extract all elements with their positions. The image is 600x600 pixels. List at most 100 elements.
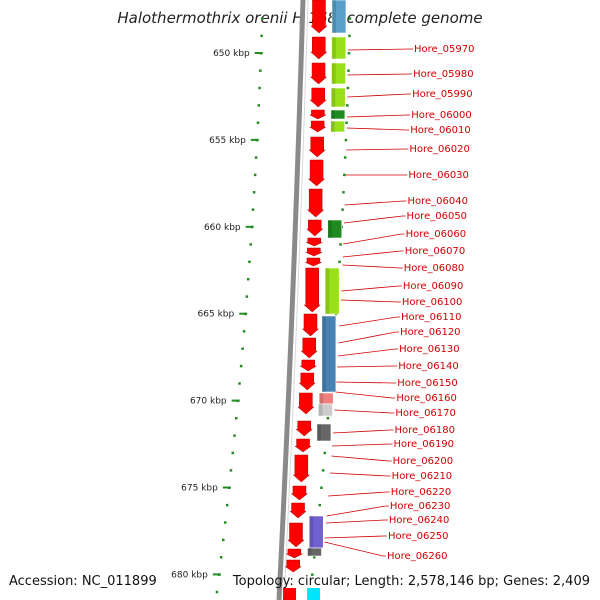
label-leader [343,215,406,224]
kbp-tick-label: 650 kbp [213,49,250,59]
gene-label[interactable]: Hore_06090 [403,281,464,292]
gene-label[interactable]: Hore_06250 [388,531,449,542]
gene-label[interactable]: Hore_05980 [413,69,474,80]
kbp-tick: 660 kbp [204,223,254,233]
label-leader [337,365,398,368]
label-leader [346,114,411,118]
gene-arrow [295,420,313,437]
gene-label[interactable]: Hore_06150 [397,378,458,389]
gene-label[interactable]: Hore_06240 [389,515,450,526]
gene-label[interactable]: Hore_06140 [398,361,459,372]
genome-backbone-inner [283,0,309,600]
kbp-tick-label: 670 kbp [190,397,227,407]
minor-dot [347,52,351,55]
label-leader [346,127,410,131]
cog-block [331,0,347,34]
kbp-axis: 650 kbp 655 kbp 660 kbp 665 kbp 670 kbp 675 k… [171,49,263,580]
minor-dot [259,69,262,72]
gene-label[interactable]: Hore_06060 [406,229,467,240]
kbp-tick-label: 675 kbp [181,484,218,494]
gene-label[interactable]: Hore_06040 [407,196,468,207]
minor-dot [239,364,243,368]
label-leader [347,48,413,51]
kbp-tick: 680 kbp [171,570,221,580]
minor-dot [244,312,247,316]
gene-arrow [283,588,297,600]
minor-dot [229,469,233,472]
cog-block [331,36,347,60]
label-leader [331,455,392,462]
minor-dot [231,451,235,455]
minor-dot [338,260,341,264]
gene-label[interactable]: Hore_06110 [401,312,462,323]
minor-dot [252,191,256,194]
minor-dot [320,486,323,489]
gene-label[interactable]: Hore_06050 [407,211,468,222]
gene-arrow [292,454,311,483]
minor-dot [250,225,254,229]
gene-label[interactable]: Hore_06170 [395,408,456,419]
minor-dot [339,243,342,246]
minor-dot [341,208,344,211]
gene-arrow [286,548,303,559]
gene-label[interactable]: Hore_06230 [390,501,451,512]
label-leader [331,443,393,447]
gene-label[interactable]: Hore_06100 [402,297,463,308]
gene-label[interactable]: Hore_06030 [408,170,469,181]
gene-arrow [298,372,316,391]
cog-block [327,219,343,239]
gene-label[interactable]: Hore_06220 [391,487,452,498]
kbp-tick: 665 kbp [198,310,248,320]
gene-label[interactable]: Hore_06210 [392,471,453,482]
minor-dot [348,34,351,38]
gene-label-leaders [324,48,413,557]
cog-block [330,120,345,133]
gene-label[interactable]: Hore_05970 [414,44,475,55]
gene-arrow [309,109,327,120]
gene-label[interactable]: Hore_06180 [394,425,455,436]
gene-arrow [305,247,322,257]
gene-label[interactable]: Hore_06080 [404,263,465,274]
label-leader [342,264,403,269]
gene-arrow [306,219,324,237]
gene-arrow-track [283,0,328,600]
kbp-tick-label: 655 kbp [209,136,246,146]
minor-dot [346,104,349,107]
gene-label[interactable]: Hore_06120 [400,327,461,338]
gene-label[interactable]: Hore_06130 [399,344,460,355]
kbp-tick: 650 kbp [213,49,263,59]
gene-label[interactable]: Hore_06020 [409,144,470,155]
label-leader [343,233,405,245]
minor-dot [259,52,263,55]
label-leader [344,200,407,206]
gene-label[interactable]: Hore_06260 [387,551,448,562]
minor-dot [217,573,221,576]
minor-dot [241,347,244,350]
gene-label[interactable]: Hore_06070 [405,246,466,257]
label-leader [324,541,387,557]
gene-arrow [287,522,305,548]
gene-arrow [294,438,312,453]
minor-dot [253,173,257,177]
gene-arrow [308,136,326,158]
minor-dot [257,104,261,107]
kbp-tick-label: 665 kbp [198,310,235,320]
gene-label[interactable]: Hore_06010 [410,125,471,136]
gene-label[interactable]: Hore_05990 [412,89,473,100]
gene-arrow [303,267,321,313]
minor-dot [254,156,258,159]
kbp-tick-label: 660 kbp [204,223,241,233]
gene-arrow [306,188,325,218]
gene-label[interactable]: Hore_06000 [411,110,472,121]
gene-arrow [310,36,328,60]
minor-dot [345,121,348,125]
cog-block [330,109,346,120]
gene-arrow [289,502,307,519]
gene-label[interactable]: Hore_06190 [394,439,455,450]
gene-label[interactable]: Hore_06160 [396,393,457,404]
minor-dot [215,590,219,594]
minor-dot [258,86,261,90]
gene-label[interactable]: Hore_06200 [393,456,454,467]
minor-dot [344,138,348,142]
